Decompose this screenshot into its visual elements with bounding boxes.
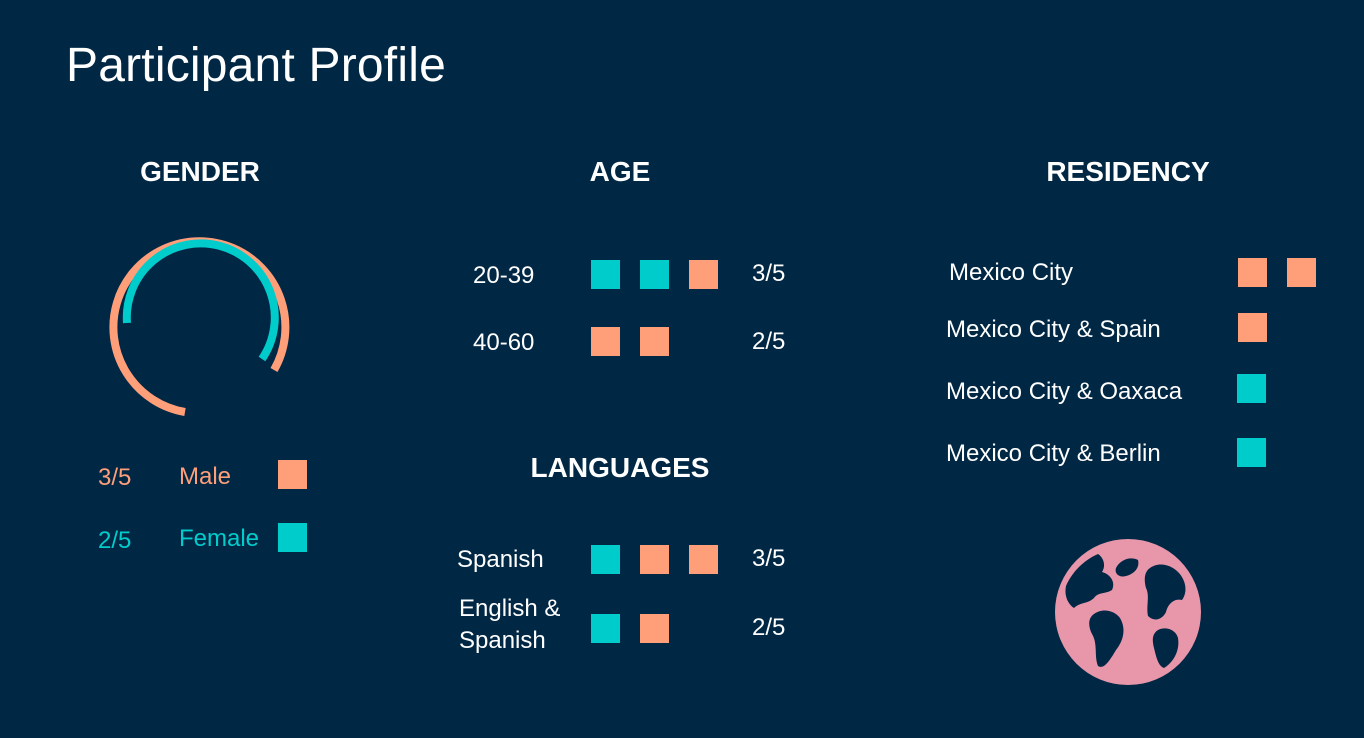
language-row-label-line1: English & [459, 595, 561, 622]
globe-icon [1055, 539, 1201, 685]
female-fraction: 2/5 [98, 527, 132, 554]
age-row-square [591, 327, 620, 356]
age-row-fraction: 2/5 [752, 328, 786, 355]
female-label: Female [179, 525, 260, 552]
language-row-square [640, 614, 669, 643]
female-arc [122, 239, 279, 362]
residency-row-label: Mexico City & Oaxaca [946, 378, 1183, 405]
residency-row-label: Mexico City & Berlin [946, 440, 1161, 467]
residency-row-square [1238, 313, 1267, 342]
language-row-square [640, 545, 669, 574]
gender-heading: GENDER [140, 156, 260, 187]
age-row-label: 40-60 [473, 329, 535, 356]
residency-row-label: Mexico City [949, 259, 1074, 286]
male-legend-swatch [278, 460, 307, 489]
language-row-fraction: 2/5 [752, 614, 786, 641]
residency-row-square [1238, 258, 1267, 287]
age-row-square [689, 260, 718, 289]
residency-row-square [1237, 438, 1266, 467]
language-row-label-line2: Spanish [459, 627, 546, 654]
language-row-label: English & Spanish [459, 593, 560, 657]
male-fraction: 3/5 [98, 464, 132, 491]
age-row-square [640, 260, 669, 289]
age-row-fraction: 3/5 [752, 260, 786, 287]
age-row-label: 20-39 [473, 262, 535, 289]
female-legend-swatch [278, 523, 307, 552]
residency-row-square [1287, 258, 1316, 287]
residency-heading: RESIDENCY [1046, 156, 1210, 187]
gender-ring-chart [109, 237, 290, 416]
language-row-square [591, 614, 620, 643]
age-row-square [591, 260, 620, 289]
language-row-square [591, 545, 620, 574]
language-row-label: Spanish [457, 546, 544, 573]
age-heading: AGE [589, 156, 651, 187]
male-label: Male [179, 463, 232, 490]
age-row-square [640, 327, 669, 356]
language-row-fraction: 3/5 [752, 545, 786, 572]
residency-row-square [1237, 374, 1266, 403]
residency-row-label: Mexico City & Spain [946, 316, 1161, 343]
languages-heading: LANGUAGES [530, 452, 710, 483]
language-row-square [689, 545, 718, 574]
page-title: Participant Profile [66, 39, 446, 92]
